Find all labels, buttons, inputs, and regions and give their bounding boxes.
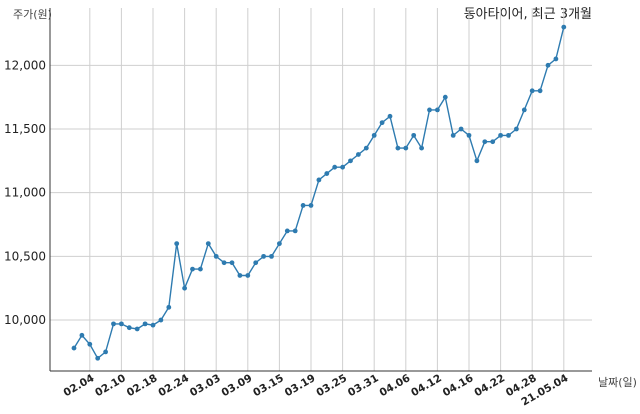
data-point — [435, 107, 440, 113]
data-point — [126, 325, 132, 331]
y-tick-label: 10,500 — [4, 249, 46, 263]
data-point — [237, 273, 243, 278]
x-tick-label: 03.19 — [283, 372, 318, 399]
data-point — [348, 158, 353, 164]
data-point — [498, 132, 503, 138]
data-point — [300, 203, 306, 208]
data-point — [490, 139, 496, 145]
data-point — [174, 241, 180, 247]
x-tick-label: 02.10 — [93, 372, 128, 399]
data-point — [387, 113, 393, 119]
chart-title: 동아타이어, 최근 3개월 — [464, 7, 592, 22]
data-point — [403, 145, 409, 151]
x-tick-label: 04.22 — [472, 372, 507, 399]
data-point — [87, 341, 93, 347]
data-point — [514, 126, 519, 132]
data-point — [395, 145, 401, 151]
data-point — [308, 203, 314, 208]
axes — [49, 8, 592, 372]
x-tick-label: 04.12 — [409, 372, 444, 399]
data-point — [411, 132, 417, 138]
x-axis-label: 날짜(일) — [598, 375, 637, 389]
data-point — [142, 321, 148, 327]
x-tick-label: 04.16 — [441, 372, 476, 399]
data-point — [450, 132, 456, 138]
y-tick-label: 11,000 — [4, 186, 46, 200]
data-point — [269, 253, 274, 259]
data-point — [482, 139, 488, 145]
x-tick-label: 04.06 — [378, 372, 413, 399]
data-point — [292, 228, 298, 234]
y-axis-label: 주가(원) — [13, 8, 52, 21]
data-point — [356, 152, 361, 157]
data-point — [111, 321, 116, 327]
x-tick-label: 02.04 — [62, 372, 97, 399]
data-point — [150, 322, 156, 328]
data-point — [205, 241, 211, 247]
grid-lines — [50, 8, 592, 371]
data-point — [79, 332, 85, 338]
data-point — [198, 266, 203, 272]
data-point — [261, 253, 266, 259]
data-point — [95, 355, 101, 361]
data-point — [229, 260, 235, 266]
data-point — [427, 107, 432, 113]
data-point — [474, 158, 480, 164]
data-point — [442, 94, 448, 100]
x-tick-label: 02.18 — [125, 372, 160, 399]
x-tick-label: 03.15 — [251, 372, 286, 399]
x-tick-label: 03.25 — [314, 372, 349, 399]
data-point — [521, 107, 527, 113]
price-series — [71, 24, 567, 361]
y-tick-label: 10,000 — [4, 313, 46, 327]
data-point — [324, 171, 330, 176]
y-tick-label: 12,000 — [4, 58, 46, 72]
data-point — [561, 24, 567, 30]
data-point — [277, 241, 282, 247]
data-point — [103, 349, 108, 355]
x-tick-label: 02.24 — [156, 372, 191, 399]
data-point — [340, 164, 345, 170]
x-tick-labels: 02.0402.1002.1802.2403.0303.0903.1503.19… — [62, 372, 571, 408]
data-point — [221, 260, 227, 266]
data-point — [553, 56, 559, 62]
data-point — [316, 177, 322, 183]
data-point — [529, 88, 535, 94]
data-point — [332, 164, 338, 170]
data-point — [166, 304, 172, 310]
data-point — [419, 145, 424, 151]
data-point — [158, 317, 164, 323]
data-point — [545, 62, 551, 68]
data-point — [190, 266, 195, 272]
data-point — [134, 326, 140, 332]
data-point — [182, 285, 188, 291]
data-point — [119, 321, 124, 327]
x-tick-label: 03.03 — [188, 372, 223, 399]
data-point — [253, 260, 259, 266]
data-point — [71, 345, 77, 351]
data-point — [466, 132, 472, 138]
data-point — [245, 273, 251, 278]
data-point — [284, 228, 290, 234]
data-point — [379, 120, 385, 126]
data-point — [537, 88, 543, 94]
data-point — [213, 253, 219, 259]
data-point — [506, 132, 511, 138]
x-tick-label: 03.31 — [346, 372, 381, 399]
y-tick-labels: 10,000 10,500 11,000 11,500 12,000 — [4, 58, 46, 327]
data-point — [458, 126, 464, 132]
data-point — [371, 132, 377, 138]
data-point — [363, 145, 369, 151]
x-tick-label: 03.09 — [220, 372, 255, 399]
y-tick-label: 11,500 — [4, 122, 46, 136]
